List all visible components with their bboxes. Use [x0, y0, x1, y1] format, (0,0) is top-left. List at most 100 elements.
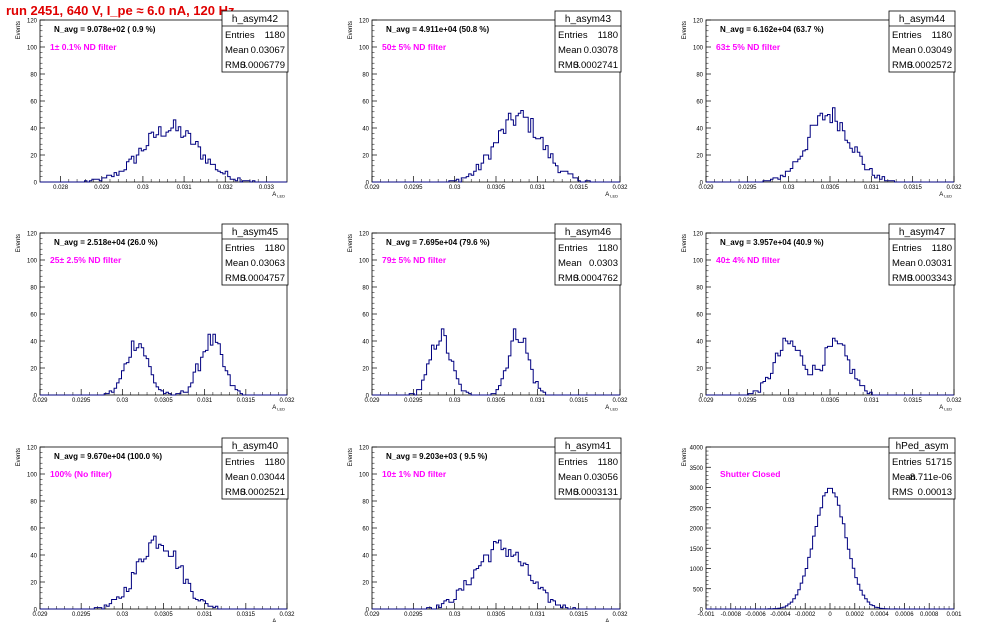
y-tick-label: 100: [359, 46, 370, 52]
y-tick-label: 60: [362, 527, 369, 533]
stats-value: 1180: [598, 30, 618, 41]
y-tick-label: 120: [27, 232, 38, 238]
stats-box: h_asym41 Entries 1180 Mean 0.03056 RMS0.00031…: [554, 437, 622, 500]
navg-label: N_avg = 2.518e+04 (26.0 %): [54, 238, 158, 247]
y-tick-label: 20: [362, 581, 369, 587]
stats-box-frame: [221, 223, 289, 286]
stats-box-frame: [554, 223, 622, 286]
stats-value: 0.0002521: [240, 487, 285, 498]
x-tick-label: 0.0295: [738, 185, 757, 191]
stats-label: Mean: [225, 472, 249, 483]
stats-value: 1180: [598, 243, 618, 254]
x-tick-label: 0.029: [698, 398, 714, 404]
histogram-panel-h_asym40: 0 20 40 60 80 100 120 Events 0.029 0.0295 0.03 0.03…: [16, 437, 295, 622]
histogram-name: h_asym45: [232, 227, 279, 238]
navg-label: N_avg = 9.670e+04 (100.0 %): [54, 452, 162, 461]
stats-label: RMS: [892, 487, 913, 498]
histogram-name: h_asym43: [565, 14, 612, 25]
x-tick-label: 0.031: [530, 398, 546, 404]
x-tick-label: 0.0295: [404, 612, 423, 618]
x-tick-label: 0.0315: [237, 398, 256, 404]
x-tick-label: 0.029: [32, 612, 48, 618]
stats-label: Mean: [558, 472, 582, 483]
x-tick-label: 0.03: [783, 185, 795, 191]
x-tick-label: 0.03: [116, 612, 128, 618]
histogram-line: [372, 539, 620, 610]
x-tick-label: 0.032: [612, 612, 628, 618]
stats-box: h_asym40 Entries 1180 Mean 0.03044 RMS0.00025…: [221, 437, 289, 500]
histogram-line: [40, 333, 287, 396]
y-tick-label: 80: [30, 73, 37, 79]
x-tick-label: 0.0305: [821, 185, 840, 191]
y-tick-label: 3500: [690, 466, 704, 472]
x-tick-label: 0.032: [218, 185, 234, 191]
x-tick-label: 0.032: [612, 398, 628, 404]
stats-box-frame: [554, 437, 622, 500]
stats-label: Entries: [225, 243, 255, 254]
y-tick-label: 120: [693, 19, 704, 25]
x-tick-label: 0.0295: [404, 185, 423, 191]
x-axis-label: ALED: [272, 405, 285, 412]
x-tick-label: 0.028: [53, 185, 69, 191]
y-axis-label: Events: [16, 234, 22, 252]
y-tick-label: 120: [27, 19, 38, 25]
x-tick-label: 0.0295: [404, 398, 423, 404]
y-tick-label: 100: [693, 259, 704, 265]
x-tick-label: 0.033: [259, 185, 275, 191]
x-tick-label: 0.031: [177, 185, 193, 191]
stats-value: 0.0003131: [573, 487, 618, 498]
stats-label: Mean: [892, 258, 916, 269]
stats-value: 0.0303: [589, 258, 618, 269]
x-tick-label: 0.032: [946, 398, 962, 404]
stats-label: Mean: [558, 45, 582, 56]
stats-value: -8.711e-06: [907, 472, 952, 483]
y-tick-label: 60: [362, 100, 369, 106]
x-tick-label: 0.0305: [154, 612, 173, 618]
x-axis-label: ALED: [272, 192, 285, 199]
x-tick-label: 0.032: [279, 398, 295, 404]
x-tick-label: 0.0295: [72, 398, 91, 404]
stats-label: RMS: [225, 60, 246, 71]
histogram-name: h_asym47: [899, 227, 946, 238]
stats-label: RMS: [892, 273, 913, 284]
x-tick-label: 0.0315: [569, 185, 588, 191]
x-tick-label: 0.029: [698, 185, 714, 191]
y-tick-label: 80: [30, 500, 37, 506]
y-tick-label: 60: [696, 100, 703, 106]
x-tick-label: -0.001: [697, 612, 715, 618]
x-tick-label: 0.0305: [821, 398, 840, 404]
y-tick-label: 100: [359, 259, 370, 265]
filter-label: 25± 2.5% ND filter: [50, 255, 122, 265]
x-tick-label: 0.0295: [72, 612, 91, 618]
stats-value: 0.0003343: [907, 273, 952, 284]
x-tick-label: 0.032: [612, 185, 628, 191]
stats-value: 0.0006779: [240, 60, 285, 71]
y-axis-label: Events: [16, 21, 22, 39]
y-axis-label: Events: [348, 448, 354, 466]
filter-label: 100% (No filter): [50, 469, 112, 479]
histogram-panel-h_asym45: 0 20 40 60 80 100 120 Events 0.029 0.0295 0.03 0.03…: [16, 223, 295, 412]
navg-label: N_avg = 3.957e+04 (40.9 %): [720, 238, 824, 247]
x-tick-label: 0.031: [530, 612, 546, 618]
filter-label: 50± 5% ND filter: [382, 42, 447, 52]
y-tick-label: 60: [30, 100, 37, 106]
navg-label: N_avg = 9.203e+03 ( 9.5 %): [386, 452, 488, 461]
y-axis-label: Events: [348, 234, 354, 252]
histogram-line: [706, 337, 954, 396]
x-axis-label: ALED: [939, 405, 952, 412]
y-tick-label: 0: [34, 608, 38, 614]
histogram-panel-h_asym46: 0 20 40 60 80 100 120 Events 0.029 0.0295 0.03 0.03…: [348, 223, 628, 412]
y-tick-label: 0: [700, 394, 704, 400]
y-tick-label: 120: [359, 19, 370, 25]
y-tick-label: 20: [696, 154, 703, 160]
y-tick-label: 2500: [690, 506, 704, 512]
stats-label: Mean: [225, 258, 249, 269]
y-tick-label: 100: [27, 259, 38, 265]
stats-value: 0.03067: [251, 45, 285, 56]
stats-value: 0.03031: [918, 258, 952, 269]
x-tick-label: 0.029: [364, 612, 380, 618]
x-tick-label: 0.0295: [738, 398, 757, 404]
stats-value: 0.0004762: [573, 273, 618, 284]
histogram-name: hPed_asym: [896, 441, 949, 452]
filter-label: 79± 5% ND filter: [382, 255, 447, 265]
